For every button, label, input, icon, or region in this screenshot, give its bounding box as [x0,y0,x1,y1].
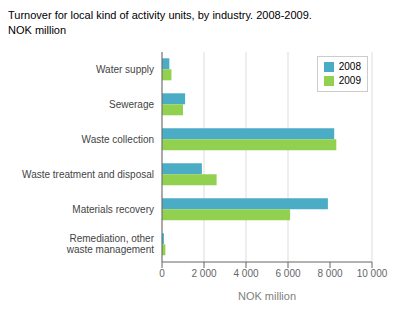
svg-text:Waste collection: Waste collection [82,133,154,144]
svg-text:4 000: 4 000 [233,268,258,279]
svg-text:10 000: 10 000 [357,268,388,279]
svg-text:8 000: 8 000 [317,268,342,279]
html-text:NOK million: NOK million [8,24,67,36]
svg-text:2 000: 2 000 [191,268,216,279]
html-text:Turnover for local kind of act: Turnover for local kind of activity unit… [8,9,312,21]
svg-text:Remediation, otherwaste manage: Remediation, otherwaste management [66,233,155,255]
svg-text:0: 0 [159,268,165,279]
html-text:2009: 2009 [338,75,361,86]
html-text:2008: 2008 [338,61,361,72]
svg-text:Water supply: Water supply [96,63,154,74]
svg-text:Sewerage: Sewerage [109,98,154,109]
svg-text:Materials recovery: Materials recovery [72,203,154,214]
svg-text:NOK million: NOK million [238,290,296,302]
svg-text:Waste treatment and disposal: Waste treatment and disposal [22,168,154,179]
svg-text:6 000: 6 000 [275,268,300,279]
